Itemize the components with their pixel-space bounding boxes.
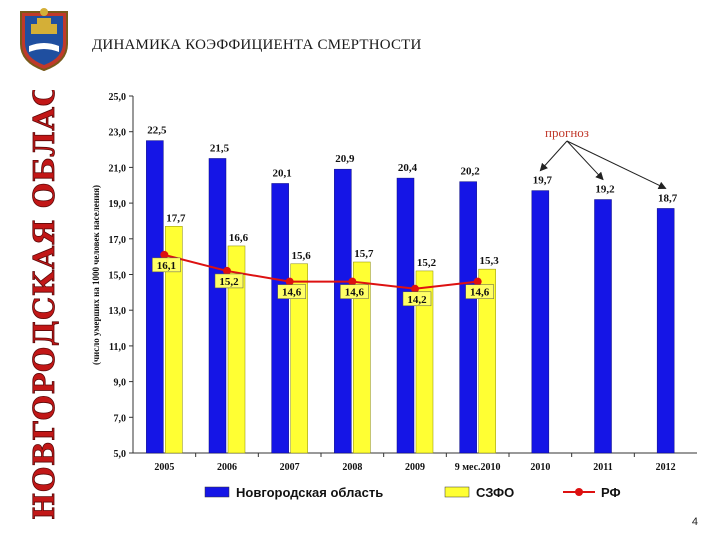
- bar-novgorod: [334, 168, 352, 454]
- y-axis-title: (число умерших на 1000 человек населения…: [91, 185, 101, 365]
- data-label-rf: 14,6: [282, 287, 302, 299]
- bar-novgorod: [531, 190, 550, 454]
- bar-novgorod: [271, 183, 289, 454]
- point-rf: [223, 266, 231, 275]
- forecast-annotation: прогноз: [545, 125, 589, 140]
- bar-szfo: [165, 226, 183, 454]
- bar-szfo: [415, 270, 434, 454]
- y-tick-label: 17,0: [109, 235, 127, 246]
- bar-label-novgorod: 20,9: [335, 153, 355, 165]
- y-tick-label: 25,0: [109, 92, 127, 103]
- y-tick-label: 15,0: [109, 271, 127, 282]
- y-tick-label: 21,0: [109, 163, 127, 174]
- forecast-arrow: [566, 140, 667, 190]
- region-side-title: НОВГОРОДСКАЯ ОБЛАСТЬ: [14, 90, 70, 530]
- legend-label: Новгородская область: [236, 485, 383, 500]
- x-tick-label: 2008: [342, 462, 362, 473]
- coat-of-arms-icon: [20, 8, 68, 72]
- bar-label-novgorod: 21,5: [210, 142, 230, 154]
- rf-label-box: [465, 284, 494, 299]
- y-tick-label: 23,0: [109, 128, 127, 139]
- x-tick-label: 9 мес.2010: [455, 462, 501, 473]
- point-rf: [473, 277, 482, 286]
- bar-szfo: [227, 245, 246, 454]
- point-rf: [160, 250, 169, 259]
- rf-label-box: [340, 284, 369, 299]
- rf-label-box: [277, 284, 306, 299]
- point-rf: [348, 277, 357, 286]
- data-label-rf: 14,6: [470, 287, 490, 299]
- bar-novgorod: [396, 177, 415, 454]
- slide-title: ДИНАМИКА КОЭФФИЦИЕНТА СМЕРТНОСТИ: [92, 37, 422, 53]
- data-label-rf: 15,2: [219, 276, 239, 288]
- bar-label-szfo: 16,6: [229, 232, 249, 244]
- legend-swatch-point: [575, 488, 583, 496]
- page-number: 4: [691, 516, 698, 528]
- y-tick-label: 7,0: [114, 413, 127, 424]
- rf-label-box: [214, 273, 244, 289]
- legend-swatch: [444, 486, 470, 498]
- bar-novgorod: [146, 140, 164, 454]
- bar-novgorod: [594, 199, 612, 454]
- bar-label-novgorod: 20,1: [273, 167, 292, 179]
- bar-label-novgorod: 19,7: [533, 175, 553, 187]
- legend-label: РФ: [601, 485, 621, 500]
- side-title-text: НОВГОРОДСКАЯ ОБЛАСТЬ: [27, 90, 61, 520]
- bar-szfo: [290, 263, 308, 454]
- data-label-rf: 14,6: [345, 287, 365, 299]
- bar-label-novgorod: 22,5: [147, 125, 167, 137]
- x-tick-label: 2010: [530, 462, 550, 473]
- data-label-rf: 16,1: [157, 260, 176, 272]
- y-tick-label: 5,0: [114, 449, 127, 460]
- legend-swatch: [204, 486, 230, 498]
- point-rf: [285, 277, 294, 286]
- x-tick-label: 2006: [217, 462, 237, 473]
- bar-label-szfo: 15,2: [417, 257, 437, 269]
- bar-label-szfo: 15,6: [292, 250, 312, 262]
- bar-szfo: [478, 268, 496, 454]
- bar-novgorod: [656, 208, 675, 454]
- bar-label-szfo: 15,3: [480, 255, 500, 267]
- bar-label-novgorod: 20,4: [398, 162, 418, 174]
- point-rf: [411, 284, 419, 293]
- rf-label-box: [152, 257, 181, 273]
- bar-label-novgorod: 20,2: [461, 166, 481, 178]
- x-tick-label: 2007: [280, 462, 300, 473]
- forecast-arrow: [539, 140, 568, 172]
- data-label-rf: 14,2: [407, 294, 427, 306]
- line-rf: [164, 253, 478, 290]
- bar-novgorod: [459, 181, 477, 454]
- bar-label-szfo: 17,7: [166, 212, 186, 224]
- bar-label-novgorod: 18,7: [658, 192, 678, 204]
- legend-label: СЗФО: [476, 485, 514, 500]
- y-tick-label: 19,0: [109, 199, 127, 210]
- bar-label-szfo: 15,7: [354, 248, 374, 260]
- rf-label-box: [402, 291, 432, 307]
- x-tick-label: 2009: [405, 462, 425, 473]
- y-tick-label: 11,0: [109, 342, 126, 353]
- bar-label-novgorod: 19,2: [595, 184, 615, 196]
- bar-novgorod: [208, 158, 227, 454]
- x-tick-label: 2012: [656, 462, 676, 473]
- y-tick-label: 9,0: [114, 378, 127, 389]
- x-tick-label: 2005: [154, 462, 174, 473]
- bar-szfo: [353, 261, 371, 454]
- y-tick-label: 13,0: [109, 306, 127, 317]
- x-tick-label: 2011: [593, 462, 612, 473]
- forecast-arrow: [566, 140, 604, 181]
